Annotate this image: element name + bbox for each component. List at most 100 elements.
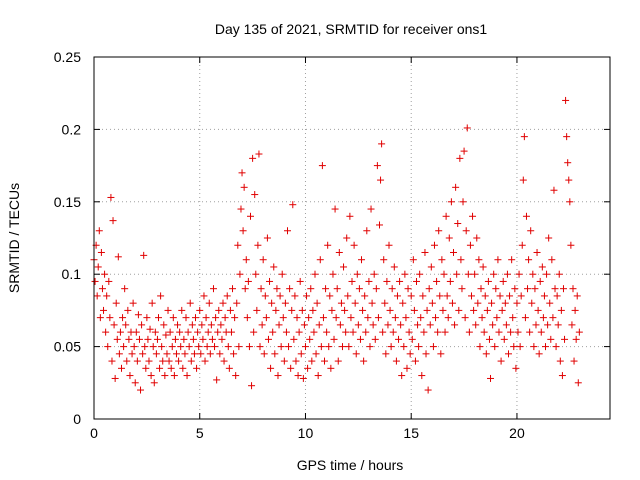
- data-point: [448, 299, 456, 307]
- data-point: [539, 314, 547, 322]
- data-point: [462, 227, 470, 235]
- data-point: [246, 212, 254, 220]
- data-point: [133, 357, 141, 365]
- data-point: [211, 343, 219, 351]
- data-point: [292, 357, 300, 365]
- data-point: [429, 343, 437, 351]
- data-point: [450, 248, 458, 256]
- data-point: [199, 335, 207, 343]
- data-point: [504, 350, 512, 358]
- data-point: [481, 292, 489, 300]
- data-point: [258, 321, 266, 329]
- data-point: [132, 328, 140, 336]
- data-point: [421, 248, 429, 256]
- data-point: [469, 212, 477, 220]
- data-point: [474, 299, 482, 307]
- data-point: [386, 306, 394, 314]
- data-point: [219, 299, 227, 307]
- data-point: [447, 198, 455, 206]
- data-point: [358, 256, 366, 264]
- data-point: [342, 328, 350, 336]
- data-point: [262, 314, 270, 322]
- data-point: [103, 292, 111, 300]
- data-point: [333, 285, 341, 293]
- data-point: [437, 350, 445, 358]
- data-point: [401, 270, 409, 278]
- data-point: [168, 343, 176, 351]
- data-point: [223, 292, 231, 300]
- data-point: [319, 314, 327, 322]
- data-point: [109, 217, 117, 225]
- data-point: [418, 372, 426, 380]
- data-point: [496, 292, 504, 300]
- data-point: [335, 248, 343, 256]
- data-point: [327, 364, 335, 372]
- data-point: [235, 343, 243, 351]
- data-point: [329, 270, 337, 278]
- data-point: [575, 328, 583, 336]
- data-point: [347, 314, 355, 322]
- data-point: [532, 321, 540, 329]
- data-point: [520, 133, 528, 141]
- data-point: [233, 299, 241, 307]
- data-point: [213, 376, 221, 384]
- data-point: [493, 314, 501, 322]
- data-point: [311, 270, 319, 278]
- data-point: [124, 306, 132, 314]
- data-point: [354, 321, 362, 329]
- data-point: [185, 343, 193, 351]
- data-point: [517, 292, 525, 300]
- data-point: [180, 335, 188, 343]
- data-point: [143, 314, 151, 322]
- data-point: [94, 263, 102, 271]
- data-point: [139, 350, 147, 358]
- data-point: [151, 328, 159, 336]
- data-point: [465, 328, 473, 336]
- data-point: [269, 328, 277, 336]
- data-point: [218, 335, 226, 343]
- data-point: [135, 335, 143, 343]
- data-point: [239, 227, 247, 235]
- data-point: [568, 321, 576, 329]
- data-point: [156, 364, 164, 372]
- data-point: [270, 263, 278, 271]
- data-point: [399, 299, 407, 307]
- data-point: [241, 285, 249, 293]
- data-point: [95, 227, 103, 235]
- y-tick-label: 0.1: [62, 266, 82, 282]
- data-point: [323, 328, 331, 336]
- data-point: [397, 321, 405, 329]
- data-point: [307, 285, 315, 293]
- data-point: [426, 321, 434, 329]
- data-point: [512, 364, 520, 372]
- data-point: [415, 343, 423, 351]
- data-point: [289, 201, 297, 209]
- y-tick-label: 0.2: [62, 121, 82, 137]
- data-point: [263, 234, 271, 242]
- data-point: [457, 256, 465, 264]
- data-point: [316, 256, 324, 264]
- data-point: [552, 343, 560, 351]
- data-point: [104, 343, 112, 351]
- x-axis-ticks: 0 5 10 15 20: [90, 57, 525, 441]
- data-point: [368, 299, 376, 307]
- data-point: [420, 328, 428, 336]
- data-point: [445, 234, 453, 242]
- data-point: [113, 335, 121, 343]
- data-point: [147, 372, 155, 380]
- data-point: [518, 241, 526, 249]
- data-point: [461, 314, 469, 322]
- data-point: [557, 306, 565, 314]
- data-point: [117, 364, 125, 372]
- data-point: [150, 379, 158, 387]
- data-point: [353, 270, 361, 278]
- data-point: [516, 343, 524, 351]
- data-point: [414, 321, 422, 329]
- data-point: [162, 331, 170, 339]
- data-point: [527, 227, 535, 235]
- data-point: [482, 350, 490, 358]
- data-point: [344, 292, 352, 300]
- data-point: [572, 335, 580, 343]
- y-tick-label: 0: [73, 411, 81, 427]
- data-point: [163, 350, 171, 358]
